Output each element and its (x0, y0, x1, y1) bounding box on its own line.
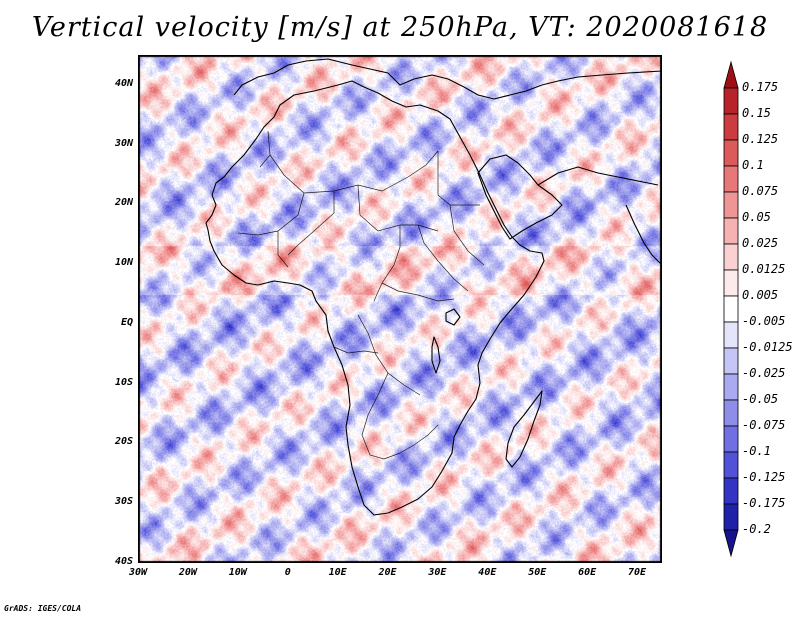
colorbar-swatch (723, 269, 739, 297)
lat-tick-label: 40S (114, 556, 133, 567)
colorbar-swatch (723, 321, 739, 349)
map-title: Vertical velocity [m/s] at 250hPa, VT: 2… (31, 12, 769, 43)
colorbar-tick-label: -0.2 (742, 522, 771, 536)
lake-victoria (445, 308, 461, 326)
colorbar-tick-label: 0.1 (742, 158, 764, 172)
colorbar-tick-label: 0.05 (742, 210, 771, 224)
colorbar-swatch (723, 113, 739, 141)
map-panel (138, 55, 662, 563)
colorbar-tick-label: -0.0125 (742, 340, 793, 354)
colorbar-tick-label: 0.005 (742, 288, 779, 302)
lon-tick-label: 0 (284, 567, 291, 578)
colorbar-tick-label: -0.005 (742, 314, 786, 328)
lat-tick-label: 10N (114, 257, 133, 269)
colorbar-swatch (723, 217, 739, 245)
lat-tick-label: 20N (114, 197, 133, 209)
lon-tick-label: 20W (178, 567, 197, 578)
grads-credit: GrADS: IGES/COLA (4, 604, 82, 613)
colorbar-swatch (723, 243, 739, 271)
colorbar-swatch (723, 451, 739, 479)
lon-tick-label: 20E (378, 567, 397, 578)
colorbar-swatch (723, 425, 739, 453)
africa-coastline (205, 80, 545, 516)
velocity-field-shading (138, 55, 662, 563)
lat-tick-label: 30S (114, 496, 133, 508)
colorbar-swatch (723, 139, 739, 167)
lon-tick-label: 30W (128, 567, 148, 578)
colorbar-tick-label: -0.025 (742, 366, 786, 380)
colorbar-tick-label: 0.175 (742, 80, 779, 94)
madagascar-coastline (505, 390, 543, 468)
lat-tick-label: EQ (120, 316, 133, 328)
lon-tick-label: 30E (428, 567, 447, 578)
colorbar-swatch (723, 165, 739, 193)
colorbar-tick-label: -0.05 (742, 392, 779, 406)
colorbar-min-arrow (723, 529, 739, 558)
colorbar-swatch (723, 295, 739, 323)
europe-coastline (233, 58, 662, 100)
colorbar-swatch (723, 373, 739, 401)
colorbar-swatch (723, 87, 739, 115)
colorbar-tick-label: 0.125 (742, 132, 779, 146)
lon-tick-label: 50E (528, 567, 547, 578)
arabia-coastline (477, 154, 563, 240)
lat-tick-label: 10S (114, 376, 133, 388)
lat-tick-label: 40N (114, 77, 133, 89)
lake-tanganyika (431, 336, 441, 374)
colorbar-swatch (723, 399, 739, 427)
lon-tick-label: 40E (478, 567, 497, 578)
colorbar-tick-label: -0.1 (742, 444, 771, 458)
india-coastline (625, 204, 662, 266)
colorbar-swatch (723, 191, 739, 219)
colorbar-tick-label: -0.175 (742, 496, 786, 510)
lon-tick-label: 70E (628, 567, 647, 578)
colorbar-tick-label: 0.075 (742, 184, 779, 198)
lon-tick-label: 10W (228, 567, 247, 578)
colorbar-swatch (723, 347, 739, 375)
colorbar-tick-label: 0.15 (742, 106, 771, 120)
colorbar-tick-label: 0.0125 (742, 262, 786, 276)
colorbar-swatch (723, 503, 739, 531)
colorbar-tick-label: -0.125 (742, 470, 786, 484)
lat-tick-label: 20S (114, 436, 133, 448)
iran-coastline (537, 166, 659, 186)
coastline-overlay (205, 58, 662, 516)
colorbar-tick-label: 0.025 (742, 236, 779, 250)
lon-tick-label: 60E (578, 567, 597, 578)
colorbar-max-arrow (723, 60, 739, 89)
lat-tick-label: 30N (114, 137, 133, 149)
country-borders (237, 130, 485, 460)
colorbar-swatch (723, 477, 739, 505)
lon-tick-label: 10E (328, 567, 347, 578)
colorbar-tick-label: -0.075 (742, 418, 786, 432)
